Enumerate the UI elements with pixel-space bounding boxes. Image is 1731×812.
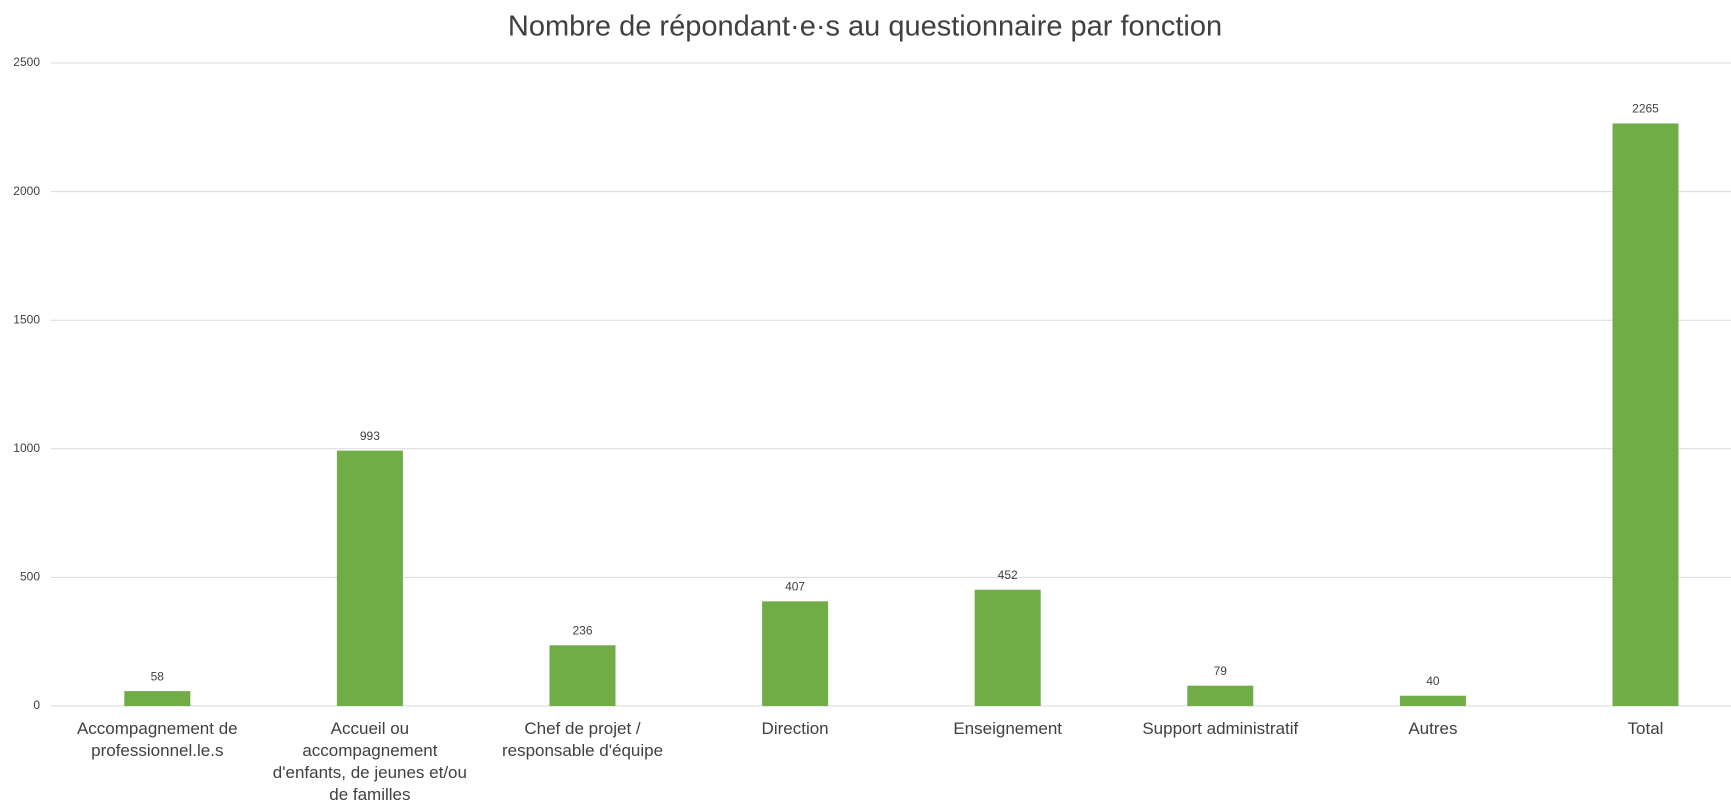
data-label: 2265: [1632, 102, 1659, 116]
bar: [762, 601, 829, 706]
x-tick-label: Autres: [1408, 719, 1458, 738]
x-tick-label: Enseignement: [953, 719, 1063, 738]
data-label: 452: [998, 568, 1018, 582]
x-tick-label: Accompagnement de professionnel.le.s: [76, 719, 238, 760]
data-label: 58: [151, 669, 165, 683]
data-label: 236: [572, 623, 592, 637]
data-label: 993: [360, 429, 380, 443]
x-tick-label: Accueil ou accompagnement d'enfants, de …: [272, 719, 467, 804]
y-tick-label: 0: [33, 698, 40, 712]
bar: [1612, 123, 1679, 706]
chart-title: Nombre de répondant·e·s au questionnaire…: [508, 11, 1222, 43]
x-tick-label: Support administratif: [1142, 719, 1299, 738]
bar: [124, 691, 191, 706]
bar: [1399, 695, 1466, 706]
y-tick-label: 500: [20, 570, 40, 584]
x-tick-label: Direction: [761, 719, 829, 738]
bar: [1187, 685, 1254, 706]
y-tick-label: 2500: [13, 55, 40, 69]
y-tick-label: 1000: [13, 441, 40, 455]
bar: [974, 589, 1041, 706]
bar: [549, 645, 616, 706]
x-tick-label: Total: [1627, 719, 1664, 738]
x-tick-label: Chef de projet / responsable d'équipe: [501, 719, 664, 760]
bar: [336, 450, 403, 706]
data-label: 40: [1426, 674, 1440, 688]
y-tick-label: 1500: [13, 312, 40, 326]
data-label: 407: [785, 579, 805, 593]
y-tick-label: 2000: [13, 184, 40, 198]
data-label: 79: [1214, 664, 1228, 678]
